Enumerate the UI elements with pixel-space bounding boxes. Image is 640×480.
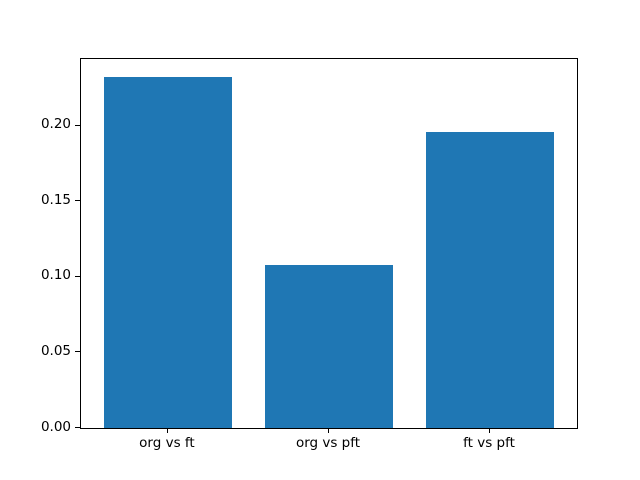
x-axis-tick xyxy=(489,428,491,433)
bar-org-vs-pft xyxy=(264,264,394,428)
y-tick-label: 0.10 xyxy=(40,267,71,284)
bar-org-vs-ft xyxy=(103,77,233,428)
y-axis-tick xyxy=(75,124,80,126)
y-tick-label: 0.05 xyxy=(40,342,71,359)
y-axis-tick xyxy=(75,351,80,353)
plot-area xyxy=(80,58,578,429)
y-tick-label: 0.15 xyxy=(40,191,71,208)
x-tick-label: ft vs pft xyxy=(463,435,515,451)
x-tick-label: org vs pft xyxy=(295,435,361,451)
x-axis-tick xyxy=(328,428,329,433)
x-tick-label: org vs ft xyxy=(139,435,195,451)
y-tick-label: 0.00 xyxy=(40,418,71,435)
x-axis-tick xyxy=(166,428,168,433)
y-axis-tick xyxy=(75,275,80,277)
y-tick-label: 0.20 xyxy=(40,116,71,133)
y-axis-tick xyxy=(75,200,80,202)
y-axis-tick xyxy=(75,427,80,428)
bar-ft-vs-pft xyxy=(425,131,555,428)
